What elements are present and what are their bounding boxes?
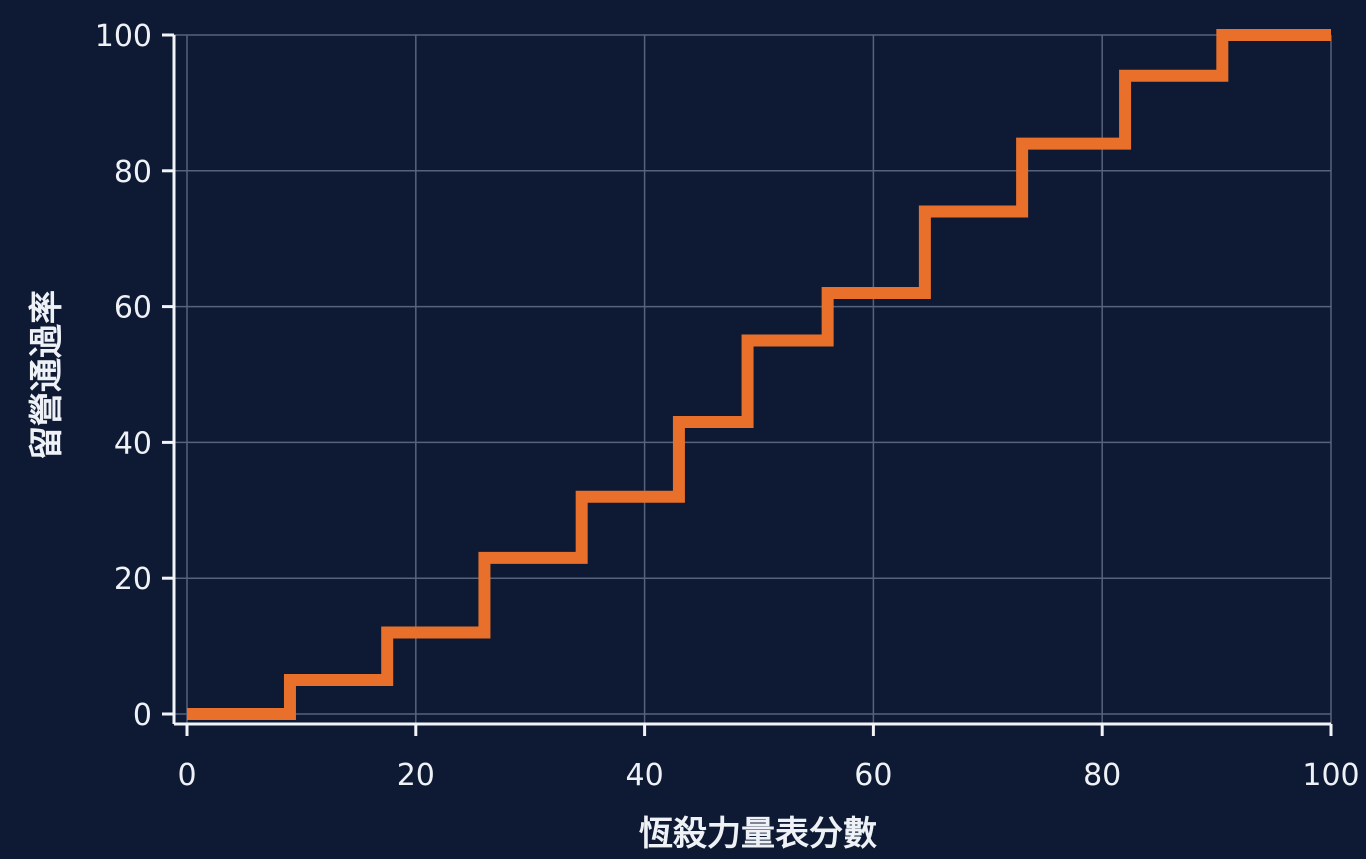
y-tick-label: 0 [133, 698, 152, 733]
x-tick-label: 40 [626, 758, 664, 793]
grid [174, 34, 1332, 724]
tick-labels: 0 20 40 60 80 100 0 20 40 60 80 100 [95, 19, 1360, 793]
x-tick-label: 100 [1302, 758, 1359, 793]
y-tick-label: 60 [114, 291, 152, 326]
x-tick-label: 60 [854, 758, 892, 793]
y-tick-label: 20 [114, 562, 152, 597]
series-line [187, 29, 1331, 720]
series-layer [187, 29, 1331, 720]
y-axis-title: 留營通過率 [27, 290, 67, 460]
x-axis-title: 恆殺力量表分數 [639, 814, 877, 854]
y-tick-label: 40 [114, 426, 152, 461]
x-tick-label: 20 [397, 758, 435, 793]
x-tick-label: 0 [177, 758, 196, 793]
x-tick-label: 80 [1083, 758, 1121, 793]
y-tick-label: 80 [114, 155, 152, 190]
y-tick-label: 100 [95, 19, 152, 54]
axes [162, 33, 1333, 736]
